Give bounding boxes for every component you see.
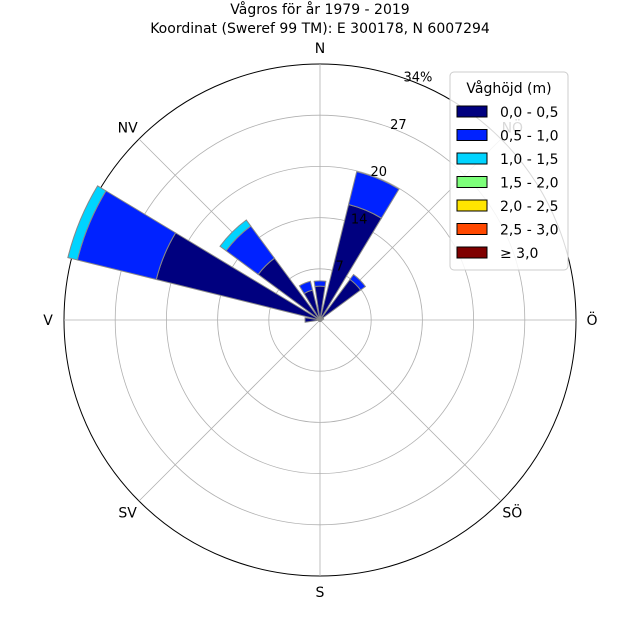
legend-title: Våghöjd (m) (466, 80, 551, 97)
rose-bar-segment (304, 317, 321, 323)
radial-tick-label: 14 (351, 212, 368, 227)
rose-bar-segment (219, 219, 252, 252)
direction-label: Ö (586, 311, 597, 329)
chart-title: Vågros för år 1979 - 2019 (230, 1, 409, 18)
legend-swatch (456, 176, 488, 188)
legend-swatch (456, 223, 488, 235)
legend-label: 2,0 - 2,5 (500, 199, 558, 215)
legend-label: 0,5 - 1,0 (500, 129, 558, 145)
rose-bar-segment (347, 171, 400, 219)
legend-box (449, 71, 569, 271)
legend-label: ≥ 3,0 (500, 246, 538, 262)
legend-swatch (456, 199, 488, 212)
rose-bar-segment (67, 185, 107, 261)
legend-swatch (456, 152, 488, 165)
legend-swatch (456, 246, 488, 259)
radial-tick-label: 34% (404, 70, 433, 85)
grid-spoke (138, 319, 321, 502)
legend-label: 0,0 - 0,5 (500, 105, 558, 121)
radial-tick-label: 7 (335, 260, 343, 275)
direction-label: S (316, 585, 325, 601)
direction-label: NV (118, 121, 138, 137)
direction-label: N (315, 41, 325, 57)
radial-tick-labels: 7 14 20 27 34% (335, 70, 432, 274)
legend-swatch (456, 129, 488, 141)
legend-label: 2,5 - 3,0 (500, 223, 558, 239)
direction-label: SV (118, 505, 137, 521)
rose-bars (67, 171, 400, 323)
chart-subtitle: Koordinat (Sweref 99 TM): E 300178, N 60… (150, 21, 490, 37)
radial-tick-label: 20 (371, 165, 388, 180)
legend-swatch (456, 105, 488, 118)
rose-bar-segment (298, 280, 314, 295)
legend-label: 1,5 - 2,0 (500, 176, 558, 192)
direction-label: SÖ (502, 503, 522, 521)
legend-label: 1,0 - 1,5 (500, 152, 558, 168)
radial-tick-label: 27 (390, 118, 407, 133)
legend-items: 0,0 - 0,5 0,5 - 1,0 1,0 - 1,5 1,5 - 2,0 2,0 … (456, 105, 558, 262)
direction-label: V (43, 313, 53, 329)
grid-spoke (319, 319, 502, 502)
rose-bar-segment (349, 273, 367, 291)
legend: Våghöjd (m) 0,0 - 0,5 0,5 - 1,0 1,0 - 1,5 1… (449, 71, 569, 271)
rose-bar-segment (313, 280, 327, 288)
